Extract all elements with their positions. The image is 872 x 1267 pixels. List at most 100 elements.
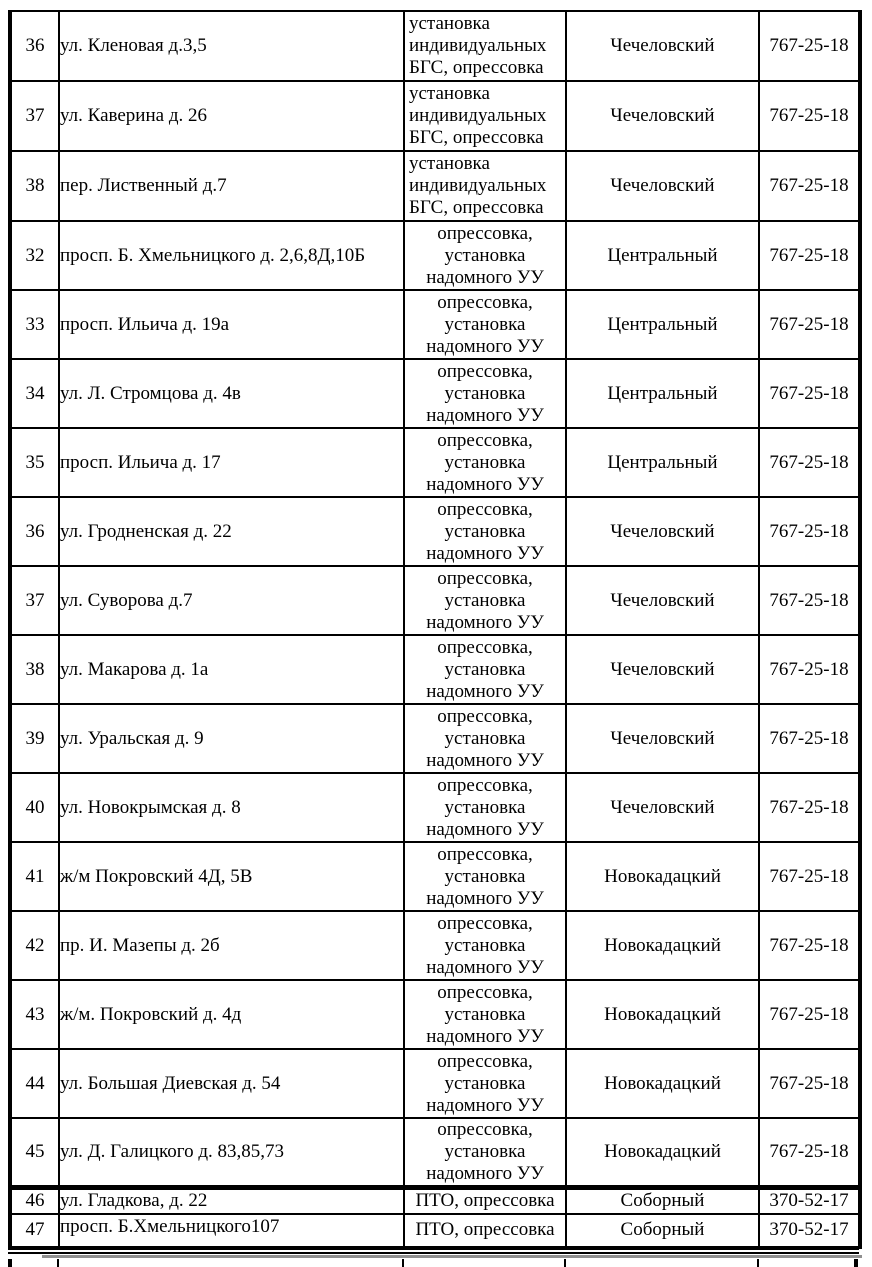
phone-cell: 767-25-18 xyxy=(758,289,862,360)
phone-cell: 767-25-18 xyxy=(758,150,862,222)
row-number-cell: 38 xyxy=(8,634,60,705)
address-cell: ул. Кленовая д.3,5 xyxy=(58,10,405,82)
schedule-table: 36 ул. Кленовая д.3,5 установка индивидуал… xyxy=(8,10,862,1249)
table-row: 39 ул. Уральская д. 9 опрессовка, установк… xyxy=(8,703,862,774)
district-cell: Соборный xyxy=(565,1185,760,1215)
phone-cell: 767-25-18 xyxy=(758,1048,862,1119)
table-bottom-shadow xyxy=(42,1255,862,1258)
phone-cell: 767-25-18 xyxy=(758,80,862,152)
work-type-cell: опрессовка, установка надомного УУ xyxy=(403,358,567,429)
table-row: 33 просп. Ильича д. 19а опрессовка, устано… xyxy=(8,289,862,360)
table-row: 36 ул. Кленовая д.3,5 установка индивидуал… xyxy=(8,10,862,82)
phone-cell: 767-25-18 xyxy=(758,841,862,912)
district-cell: Новокадацкий xyxy=(565,1117,760,1189)
table-row: 32 просп. Б. Хмельницкого д. 2,6,8Д,10Б оп… xyxy=(8,220,862,291)
work-type-cell: опрессовка, установка надомного УУ xyxy=(403,565,567,636)
address-cell: ж/м Покровский 4Д, 5В xyxy=(58,841,405,912)
address-cell: ж/м. Покровский д. 4д xyxy=(58,979,405,1050)
district-cell: Новокадацкий xyxy=(565,910,760,981)
work-type-cell: ПТО, опрессовка xyxy=(403,1185,567,1215)
table-row: 47 просп. Б.Хмельницкого107 ПТО, опрессовк… xyxy=(8,1212,862,1249)
district-cell: Чечеловский xyxy=(565,565,760,636)
address-cell: просп. Б. Хмельницкого д. 2,6,8Д,10Б xyxy=(58,220,405,291)
row-number-cell: 45 xyxy=(8,1117,60,1189)
phone-cell: 767-25-18 xyxy=(758,979,862,1050)
work-type-cell: опрессовка, установка надомного УУ xyxy=(403,634,567,705)
district-cell: Чечеловский xyxy=(565,80,760,152)
table-row: 37 ул. Каверина д. 26 установка индивидуал… xyxy=(8,80,862,152)
address-cell: ул. Уральская д. 9 xyxy=(58,703,405,774)
row-number-cell: 34 xyxy=(8,358,60,429)
work-type-cell: опрессовка, установка надомного УУ xyxy=(403,496,567,567)
work-type-cell: установка индивидуальных БГС, опрессовка xyxy=(403,150,567,222)
address-cell: ул. Гродненская д. 22 xyxy=(58,496,405,567)
work-type-cell: опрессовка, установка надомного УУ xyxy=(403,1117,567,1189)
phone-cell: 370-52-17 xyxy=(758,1212,862,1249)
district-cell: Центральный xyxy=(565,358,760,429)
phone-cell: 767-25-18 xyxy=(758,220,862,291)
table-row: 36 ул. Гродненская д. 22 опрессовка, устан… xyxy=(8,496,862,567)
next-row-border-stub xyxy=(57,1259,59,1267)
row-number-cell: 41 xyxy=(8,841,60,912)
phone-cell: 370-52-17 xyxy=(758,1185,862,1215)
district-cell: Центральный xyxy=(565,289,760,360)
phone-cell: 767-25-18 xyxy=(758,910,862,981)
row-number-cell: 36 xyxy=(8,496,60,567)
district-cell: Чечеловский xyxy=(565,150,760,222)
table-bottom-line-bottom xyxy=(8,1252,859,1254)
row-number-cell: 33 xyxy=(8,289,60,360)
row-number-cell: 32 xyxy=(8,220,60,291)
phone-cell: 767-25-18 xyxy=(758,358,862,429)
work-type-cell: опрессовка, установка надомного УУ xyxy=(403,979,567,1050)
row-number-cell: 40 xyxy=(8,772,60,843)
row-number-cell: 42 xyxy=(8,910,60,981)
phone-cell: 767-25-18 xyxy=(758,496,862,567)
phone-cell: 767-25-18 xyxy=(758,565,862,636)
district-cell: Чечеловский xyxy=(565,703,760,774)
table-row: 44 ул. Большая Диевская д. 54 опрессовка, … xyxy=(8,1048,862,1119)
district-cell: Чечеловский xyxy=(565,10,760,82)
district-cell: Центральный xyxy=(565,427,760,498)
table-row: 35 просп. Ильича д. 17 опрессовка, установ… xyxy=(8,427,862,498)
phone-cell: 767-25-18 xyxy=(758,10,862,82)
row-number-cell: 39 xyxy=(8,703,60,774)
address-cell: ул. Д. Галицкого д. 83,85,73 xyxy=(58,1117,405,1189)
table-row: 37 ул. Суворова д.7 опрессовка, установка … xyxy=(8,565,862,636)
table-row: 42 пр. И. Мазепы д. 2б опрессовка, установ… xyxy=(8,910,862,981)
phone-cell: 767-25-18 xyxy=(758,703,862,774)
address-cell: ул. Гладкова, д. 22 xyxy=(58,1185,405,1215)
table-row: 38 пер. Лиственный д.7 установка индивидуа… xyxy=(8,150,862,222)
table-bottom-line-top xyxy=(8,1247,859,1250)
row-number-cell: 37 xyxy=(8,565,60,636)
row-number-cell: 47 xyxy=(8,1212,60,1249)
address-cell: ул. Макарова д. 1а xyxy=(58,634,405,705)
address-cell: ул. Новокрымская д. 8 xyxy=(58,772,405,843)
table-row: 45 ул. Д. Галицкого д. 83,85,73 опрессовка… xyxy=(8,1117,862,1189)
table-row: 38 ул. Макарова д. 1а опрессовка, установк… xyxy=(8,634,862,705)
district-cell: Новокадацкий xyxy=(565,841,760,912)
next-row-border-stub xyxy=(757,1259,759,1267)
work-type-cell: опрессовка, установка надомного УУ xyxy=(403,289,567,360)
work-type-cell: ПТО, опрессовка xyxy=(403,1212,567,1249)
address-cell: просп. Б.Хмельницкого107 xyxy=(58,1212,405,1249)
work-type-cell: опрессовка, установка надомного УУ xyxy=(403,703,567,774)
row-number-cell: 37 xyxy=(8,80,60,152)
district-cell: Новокадацкий xyxy=(565,979,760,1050)
address-cell: ул. Большая Диевская д. 54 xyxy=(58,1048,405,1119)
address-cell: просп. Ильича д. 17 xyxy=(58,427,405,498)
district-cell: Чечеловский xyxy=(565,496,760,567)
next-row-border-stub xyxy=(564,1259,566,1267)
work-type-cell: опрессовка, установка надомного УУ xyxy=(403,220,567,291)
district-cell: Новокадацкий xyxy=(565,1048,760,1119)
table-row: 46 ул. Гладкова, д. 22 ПТО, опрессовка Собо… xyxy=(8,1185,862,1215)
address-cell: ул. Л. Стромцова д. 4в xyxy=(58,358,405,429)
phone-cell: 767-25-18 xyxy=(758,427,862,498)
row-number-cell: 46 xyxy=(8,1185,60,1215)
work-type-cell: установка индивидуальных БГС, опрессовка xyxy=(403,10,567,82)
work-type-cell: установка индивидуальных БГС, опрессовка xyxy=(403,80,567,152)
next-row-border-stub xyxy=(402,1259,404,1267)
row-number-cell: 36 xyxy=(8,10,60,82)
address-cell: просп. Ильича д. 19а xyxy=(58,289,405,360)
work-type-cell: опрессовка, установка надомного УУ xyxy=(403,841,567,912)
